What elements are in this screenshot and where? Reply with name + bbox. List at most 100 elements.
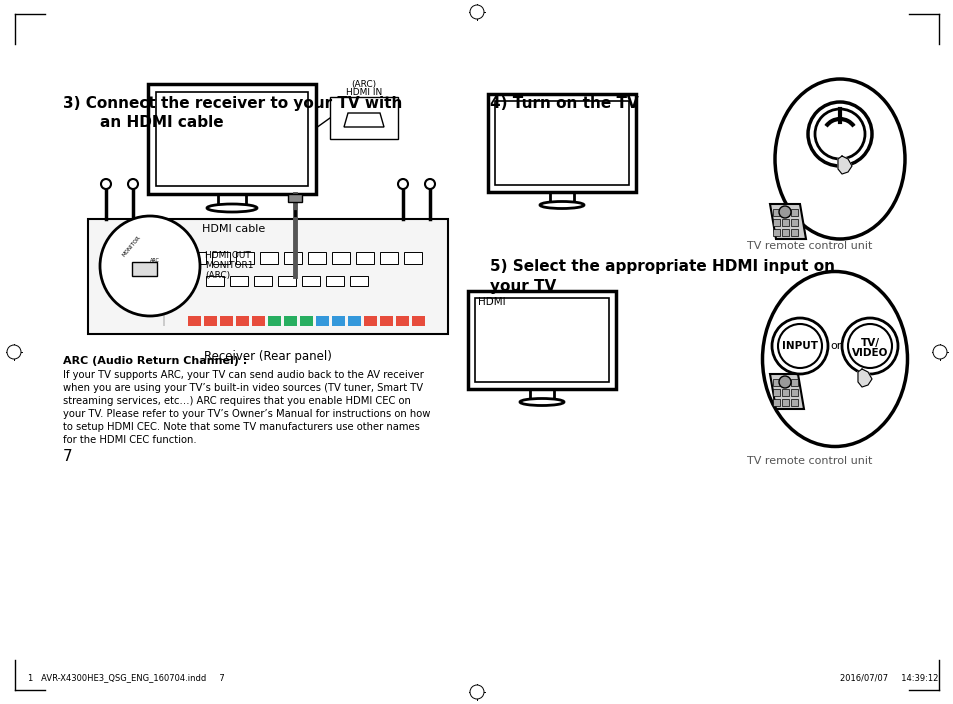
Bar	[163, 227, 165, 326]
Bar	[315, 316, 329, 326]
Text: 2016/07/07     14:39:12: 2016/07/07 14:39:12	[839, 674, 937, 682]
Ellipse shape	[539, 201, 583, 208]
Polygon shape	[769, 204, 805, 239]
Circle shape	[841, 318, 897, 374]
Bar	[355, 252, 374, 264]
Bar	[781, 209, 788, 216]
Bar	[188, 316, 201, 326]
Bar	[772, 379, 780, 386]
Bar	[772, 219, 780, 226]
Bar	[204, 316, 216, 326]
Bar	[772, 399, 780, 406]
Bar	[132, 262, 157, 276]
Bar	[235, 316, 249, 326]
Circle shape	[771, 318, 827, 374]
Bar	[288, 194, 302, 202]
Bar	[302, 276, 319, 286]
Ellipse shape	[207, 204, 256, 212]
Text: (ARC): (ARC)	[351, 80, 376, 89]
Bar	[781, 379, 788, 386]
Circle shape	[778, 324, 821, 368]
Bar	[206, 276, 224, 286]
Ellipse shape	[519, 398, 563, 406]
Bar	[277, 276, 295, 286]
Text: for the HDMI CEC function.: for the HDMI CEC function.	[63, 435, 196, 445]
Text: when you are using your TV’s built-in video sources (TV tuner, Smart TV: when you are using your TV’s built-in vi…	[63, 383, 423, 393]
Text: Receiver (Rear panel): Receiver (Rear panel)	[204, 350, 332, 363]
Circle shape	[779, 206, 790, 218]
Text: 1   AVR-X4300HE3_QSG_ENG_160704.indd     7: 1 AVR-X4300HE3_QSG_ENG_160704.indd 7	[28, 674, 225, 682]
Circle shape	[470, 685, 483, 699]
Ellipse shape	[761, 272, 906, 446]
Circle shape	[847, 324, 891, 368]
Bar	[284, 252, 302, 264]
Bar	[468, 291, 616, 389]
Bar	[781, 229, 788, 236]
Text: ARC: ARC	[150, 258, 160, 263]
Bar	[330, 97, 397, 139]
Bar	[781, 399, 788, 406]
Bar	[268, 316, 281, 326]
Bar	[781, 389, 788, 396]
Bar	[772, 389, 780, 396]
Bar	[230, 276, 248, 286]
Bar	[212, 252, 230, 264]
Text: HDMI IN: HDMI IN	[346, 88, 382, 97]
Bar	[772, 229, 780, 236]
Text: 3) Connect the receiver to your TV with: 3) Connect the receiver to your TV with	[63, 96, 402, 111]
Circle shape	[779, 376, 790, 388]
Bar	[379, 252, 397, 264]
Bar	[350, 276, 368, 286]
Circle shape	[100, 216, 200, 316]
Text: MONITOR: MONITOR	[122, 234, 142, 258]
Bar	[495, 101, 628, 185]
Polygon shape	[857, 369, 871, 387]
Bar	[326, 276, 344, 286]
Circle shape	[101, 179, 111, 189]
Bar	[299, 316, 313, 326]
Text: VIDEO: VIDEO	[851, 348, 887, 358]
Bar	[790, 219, 797, 226]
Bar	[332, 316, 345, 326]
Bar	[332, 252, 350, 264]
Bar	[235, 252, 253, 264]
Text: an HDMI cable: an HDMI cable	[100, 115, 223, 130]
Circle shape	[128, 179, 138, 189]
Text: TV remote control unit: TV remote control unit	[746, 456, 872, 466]
Circle shape	[397, 179, 408, 189]
Circle shape	[807, 102, 871, 166]
Polygon shape	[769, 374, 803, 409]
Bar	[288, 276, 302, 284]
Bar	[395, 316, 409, 326]
Bar	[348, 316, 360, 326]
Text: your TV: your TV	[490, 279, 556, 294]
Bar	[148, 84, 315, 194]
Bar	[253, 276, 272, 286]
Text: INPUT: INPUT	[781, 341, 817, 351]
Bar	[188, 252, 206, 264]
Text: If your TV supports ARC, your TV can send audio back to the AV receiver: If your TV supports ARC, your TV can sen…	[63, 370, 423, 380]
Text: ARC (Audio Return Channel) :: ARC (Audio Return Channel) :	[63, 356, 247, 366]
Bar	[772, 209, 780, 216]
Text: (ARC): (ARC)	[205, 272, 230, 280]
Polygon shape	[344, 113, 384, 127]
Bar	[284, 316, 296, 326]
Text: 5) Select the appropriate HDMI input on: 5) Select the appropriate HDMI input on	[490, 259, 834, 274]
Text: to setup HDMI CEC. Note that some TV manufacturers use other names: to setup HDMI CEC. Note that some TV man…	[63, 422, 419, 432]
Circle shape	[424, 179, 435, 189]
Bar	[364, 316, 376, 326]
Text: TV remote control unit: TV remote control unit	[746, 241, 872, 251]
Circle shape	[814, 109, 864, 159]
Text: HDMI: HDMI	[477, 297, 505, 307]
Text: 7: 7	[63, 449, 72, 464]
Text: MONITOR1: MONITOR1	[205, 261, 253, 270]
Bar	[790, 399, 797, 406]
Text: your TV. Please refer to your TV’s Owner’s Manual for instructions on how: your TV. Please refer to your TV’s Owner…	[63, 409, 430, 419]
Bar	[379, 316, 393, 326]
Text: 4) Turn on the TV: 4) Turn on the TV	[490, 96, 639, 111]
Polygon shape	[837, 156, 851, 174]
Bar	[88, 219, 448, 334]
Bar	[403, 252, 421, 264]
Text: or: or	[829, 341, 841, 351]
Ellipse shape	[774, 79, 904, 239]
